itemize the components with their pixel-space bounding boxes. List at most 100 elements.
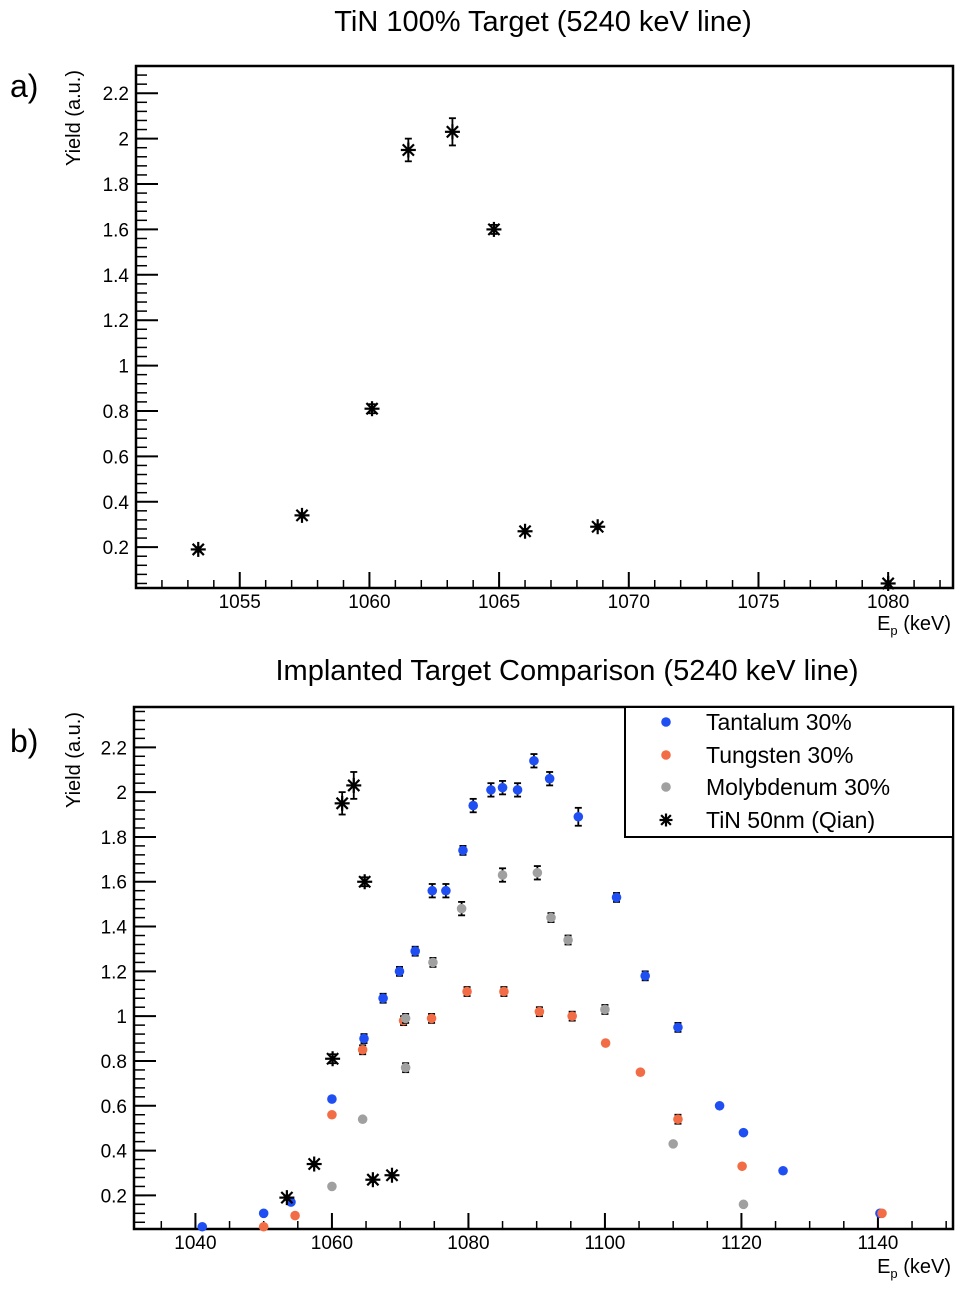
b-tantalum-30-point-13	[497, 782, 508, 793]
b-y-tick-label: 0.4	[101, 1142, 128, 1163]
b-tin-50nm-qian-point-7-stroke-d2	[385, 1168, 399, 1182]
a-y-tick-label: 2.2	[103, 84, 129, 105]
a-series-0-point-4	[444, 124, 460, 140]
b-molybdenum-30-point-10	[600, 1004, 610, 1015]
legend-marker-tin-50nm-qian	[659, 813, 673, 827]
panel-a-x-axis-label-sub: p	[890, 623, 897, 638]
a-y-tick-label: 2	[118, 130, 129, 151]
b-molybdenum-30-point-6	[497, 870, 508, 880]
b-series-tin-50nm-qian	[279, 771, 400, 1206]
b-tungsten-30-point-14	[877, 1208, 887, 1219]
panel-a-plot-frame	[134, 64, 955, 590]
panel-a-x-axis-label: Ep (keV)	[877, 613, 951, 638]
b-tungsten-30-point-1	[290, 1210, 300, 1221]
a-series-0-point-3-stroke-d2	[401, 143, 415, 157]
b-tantalum-30-point-6	[394, 966, 405, 977]
legend-box	[624, 706, 954, 838]
panel-b-legend: Tantalum 30% Tungsten 30% Molybdenum 30%…	[624, 706, 954, 838]
b-tin-50nm-qian-point-4-stroke-d2	[347, 779, 361, 792]
panel-b-data-points	[197, 753, 887, 1232]
b-molybdenum-30-point-3	[400, 1013, 411, 1024]
b-y-tick-label: 0.6	[101, 1097, 127, 1118]
b-tantalum-30-point-12	[486, 785, 496, 795]
b-tungsten-30-point-13	[737, 1161, 747, 1172]
a-y-tick-label: 0.4	[103, 493, 130, 514]
panel-a-x-axis-label-unit: (keV)	[898, 613, 951, 635]
b-tantalum-30-point-16	[544, 773, 555, 784]
legend-marker-molybdenum-30	[661, 782, 671, 792]
panel-b: Implanted Target Comparison (5240 keV li…	[10, 655, 955, 1281]
b-molybdenum-30-point-8	[546, 912, 556, 923]
a-y-tick-label: 1	[118, 357, 129, 378]
a-y-tick-label: 1.8	[103, 175, 129, 196]
a-series-0-point-3	[400, 142, 416, 158]
b-tungsten-30-point-11	[635, 1067, 646, 1077]
b-tantalum-30-point-1	[258, 1208, 269, 1219]
b-series-tantalum-30	[197, 753, 885, 1232]
b-tantalum-30-point-21	[714, 1100, 725, 1111]
panel-a-data-points	[190, 117, 896, 591]
b-molybdenum-30-point-11	[668, 1139, 678, 1149]
b-molybdenum-30-point-0	[327, 1181, 337, 1192]
legend-marker-tin-50nm-qian-stroke-d2	[660, 814, 672, 826]
a-series-0-point-2	[364, 401, 380, 417]
b-x-tick-label: 1080	[447, 1233, 489, 1254]
b-molybdenum-30-point-2	[400, 1062, 411, 1073]
a-y-tick-label: 1.2	[103, 311, 129, 332]
a-series-0-point-4-stroke-d2	[446, 125, 459, 139]
b-tin-50nm-qian-point-2	[325, 1051, 341, 1067]
b-x-tick-label: 1120	[721, 1233, 762, 1254]
a-series-0-point-7	[590, 519, 606, 535]
b-y-tick-label: 1.8	[101, 828, 127, 849]
panel-b-y-tick-labels: 0.2 0.4 0.6 0.8 1 1.2 1.4 1.6 1.8 2 2.2	[101, 738, 128, 1207]
b-tungsten-30-point-8	[534, 1006, 545, 1017]
b-tungsten-30-point-6	[462, 986, 472, 997]
b-tantalum-30-point-18	[611, 892, 622, 903]
b-tantalum-30-point-19	[640, 971, 650, 981]
b-tantalum-30-point-20	[673, 1022, 683, 1033]
legend-label-tantalum: Tantalum 30%	[706, 709, 852, 735]
b-tungsten-30-point-7	[499, 986, 509, 997]
a-y-tick-label: 1.4	[103, 266, 130, 287]
panel-b-label: b)	[10, 723, 38, 759]
a-x-tick-label: 1060	[348, 592, 390, 613]
b-y-tick-label: 2.2	[101, 738, 127, 759]
panel-a-y-axis-label: Yield (a.u.)	[63, 70, 85, 166]
panel-b-y-axis-label: Yield (a.u.)	[63, 712, 85, 808]
panel-a: TiN 100% Target (5240 keV line) a) Yield…	[10, 6, 955, 638]
a-x-tick-label: 1055	[219, 592, 261, 613]
panel-a-title: TiN 100% Target (5240 keV line)	[334, 6, 752, 38]
a-series-0-point-7-stroke-d2	[591, 520, 605, 534]
b-molybdenum-30-point-5	[456, 903, 467, 914]
b-y-tick-label: 1.4	[101, 918, 128, 939]
b-tin-50nm-qian-point-0	[279, 1190, 295, 1206]
b-tantalum-30-point-8	[427, 885, 438, 896]
b-tin-50nm-qian-point-1-stroke-d2	[307, 1157, 321, 1171]
panel-b-x-axis-label-sub: p	[890, 1266, 897, 1281]
b-molybdenum-30-point-9	[563, 935, 573, 945]
panel-a-y-tick-labels: 0.2 0.4 0.6 0.8 1 1.2 1.4 1.6 1.8 2 2.2	[103, 84, 130, 559]
a-y-tick-label: 0.2	[103, 538, 129, 559]
b-tin-50nm-qian-point-5	[357, 874, 373, 890]
legend-marker-tungsten-30	[661, 750, 671, 760]
a-y-tick-label: 1.6	[103, 220, 129, 241]
b-y-tick-label: 1.6	[101, 873, 127, 894]
b-tantalum-30-point-14	[512, 785, 523, 795]
b-y-tick-label: 0.2	[101, 1186, 127, 1207]
b-y-tick-label: 1.2	[101, 962, 127, 983]
panel-b-x-axis-label-main: E	[877, 1256, 890, 1278]
b-y-tick-label: 0.8	[101, 1052, 127, 1073]
legend-label-tin: TiN 50nm (Qian)	[706, 807, 875, 833]
b-tantalum-30-point-10	[458, 845, 468, 856]
b-tantalum-30-point-4	[359, 1033, 369, 1044]
panel-a-x-tick-labels: 1055 1060 1065 1070 1075 1080	[219, 592, 910, 613]
b-molybdenum-30-point-12	[738, 1199, 749, 1210]
b-tantalum-30-point-7	[410, 946, 420, 956]
b-tantalum-30-point-11	[468, 800, 479, 811]
panel-b-x-axis-label-unit: (keV)	[898, 1256, 951, 1278]
b-tin-50nm-qian-point-6-stroke-d2	[366, 1173, 380, 1187]
b-tantalum-30-point-23	[778, 1165, 788, 1176]
b-tin-50nm-qian-point-6	[365, 1172, 381, 1188]
b-tungsten-30-point-3	[357, 1044, 368, 1055]
